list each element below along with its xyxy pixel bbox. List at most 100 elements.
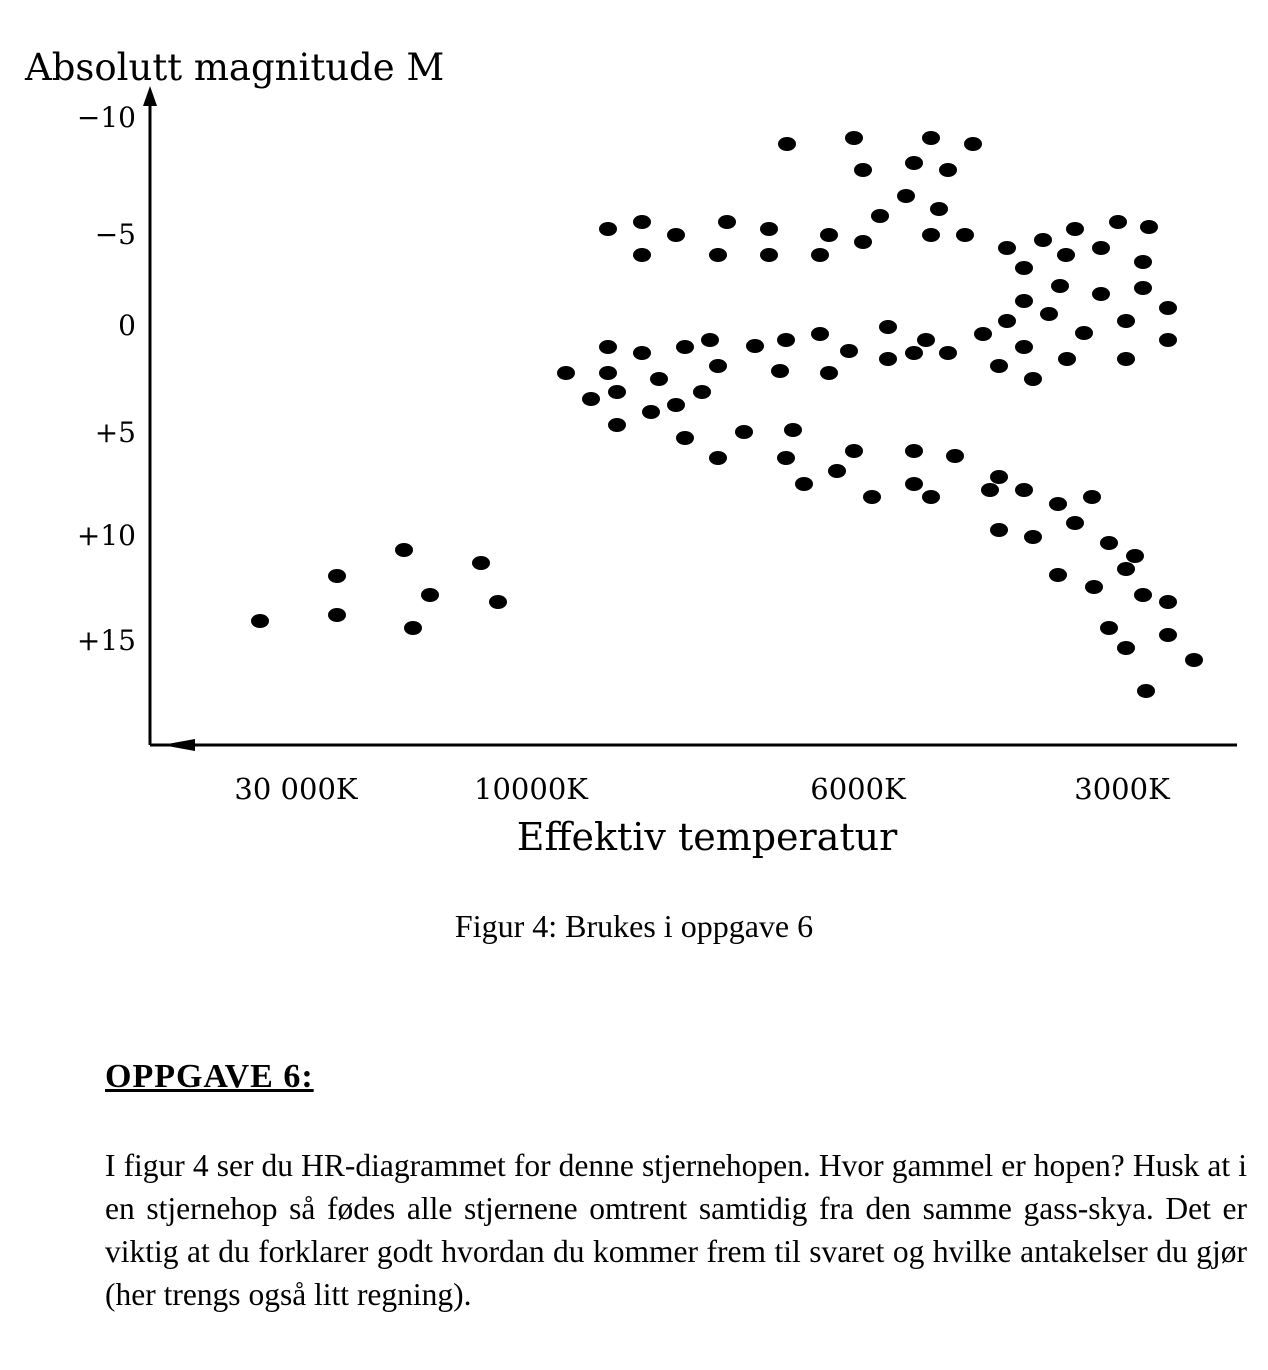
- star-point: [1015, 340, 1033, 354]
- star-point: [1100, 536, 1118, 550]
- star-point: [956, 228, 974, 242]
- x-axis-label: Effektiv temperatur: [517, 815, 898, 859]
- x-tick-label: 3000K: [1074, 772, 1171, 806]
- star-point: [905, 346, 923, 360]
- star-point: [777, 451, 795, 465]
- star-point: [489, 595, 507, 609]
- star-point: [328, 608, 346, 622]
- star-point: [998, 241, 1016, 255]
- star-point: [1085, 580, 1103, 594]
- star-point: [599, 340, 617, 354]
- x-tick-labels: 30 000K 10000K 6000K 3000K: [234, 772, 1171, 806]
- star-point: [633, 346, 651, 360]
- star-point: [667, 398, 685, 412]
- star-point: [820, 366, 838, 380]
- x-tick-label: 6000K: [810, 772, 907, 806]
- star-point: [1075, 326, 1093, 340]
- star-point: [879, 320, 897, 334]
- star-point: [990, 470, 1008, 484]
- star-point: [840, 344, 858, 358]
- star-point: [709, 451, 727, 465]
- star-point: [820, 228, 838, 242]
- y-tick-label: +10: [77, 519, 136, 552]
- star-point: [676, 340, 694, 354]
- x-axis-arrow: [162, 739, 195, 751]
- star-point: [1140, 220, 1158, 234]
- star-point: [746, 339, 764, 353]
- x-tick-label: 10000K: [474, 772, 589, 806]
- star-point: [1024, 372, 1042, 386]
- star-point: [718, 215, 736, 229]
- star-point: [917, 333, 935, 347]
- y-axis-arrow: [143, 86, 157, 106]
- star-point: [922, 131, 940, 145]
- star-point: [642, 405, 660, 419]
- star-point: [778, 137, 796, 151]
- star-point: [1134, 281, 1152, 295]
- star-point: [676, 431, 694, 445]
- star-point: [1109, 215, 1127, 229]
- star-point: [771, 364, 789, 378]
- star-point: [1066, 516, 1084, 530]
- star-point: [667, 228, 685, 242]
- star-point: [974, 327, 992, 341]
- star-point: [981, 483, 999, 497]
- star-point: [1159, 301, 1177, 315]
- star-point: [633, 215, 651, 229]
- y-tick-label: +15: [77, 624, 136, 657]
- star-point: [472, 556, 490, 570]
- star-point: [1100, 621, 1118, 635]
- star-point: [1015, 294, 1033, 308]
- star-point: [854, 163, 872, 177]
- star-point: [777, 333, 795, 347]
- star-point: [1015, 261, 1033, 275]
- y-tick-label: 0: [118, 309, 136, 342]
- star-point: [709, 359, 727, 373]
- star-point: [964, 137, 982, 151]
- star-point: [1159, 628, 1177, 642]
- star-point: [701, 333, 719, 347]
- star-point: [990, 359, 1008, 373]
- star-point: [599, 366, 617, 380]
- star-point: [922, 490, 940, 504]
- star-point: [1057, 248, 1075, 262]
- star-point: [1159, 595, 1177, 609]
- star-point: [990, 523, 1008, 537]
- star-point: [784, 423, 802, 437]
- star-point: [922, 228, 940, 242]
- star-point: [633, 248, 651, 262]
- star-point: [608, 385, 626, 399]
- star-point: [845, 444, 863, 458]
- star-point: [582, 392, 600, 406]
- star-point: [845, 131, 863, 145]
- star-point: [905, 477, 923, 491]
- hr-diagram-svg: Absolutt magnitude M Effektiv temperatur…: [24, 46, 1237, 859]
- star-point: [1051, 279, 1069, 293]
- y-tick-label: −10: [77, 101, 136, 134]
- star-point: [1049, 568, 1067, 582]
- data-points: [251, 131, 1203, 698]
- hr-diagram: Absolutt magnitude M Effektiv temperatur…: [24, 46, 1237, 859]
- star-point: [1185, 653, 1203, 667]
- star-point: [709, 248, 727, 262]
- star-point: [1134, 255, 1152, 269]
- star-point: [760, 222, 778, 236]
- star-point: [404, 621, 422, 635]
- star-point: [1117, 314, 1135, 328]
- star-point: [939, 163, 957, 177]
- star-point: [1159, 333, 1177, 347]
- task-text: I figur 4 ser du HR-diagrammet for denne…: [105, 1148, 1247, 1312]
- star-point: [251, 614, 269, 628]
- star-point: [1034, 233, 1052, 247]
- star-point: [1066, 222, 1084, 236]
- star-point: [328, 569, 346, 583]
- star-point: [395, 543, 413, 557]
- star-point: [1134, 588, 1152, 602]
- star-point: [1092, 241, 1110, 255]
- star-point: [879, 352, 897, 366]
- star-point: [871, 209, 889, 223]
- star-point: [930, 202, 948, 216]
- y-tick-label: −5: [95, 218, 136, 251]
- star-point: [1024, 530, 1042, 544]
- star-point: [854, 235, 872, 249]
